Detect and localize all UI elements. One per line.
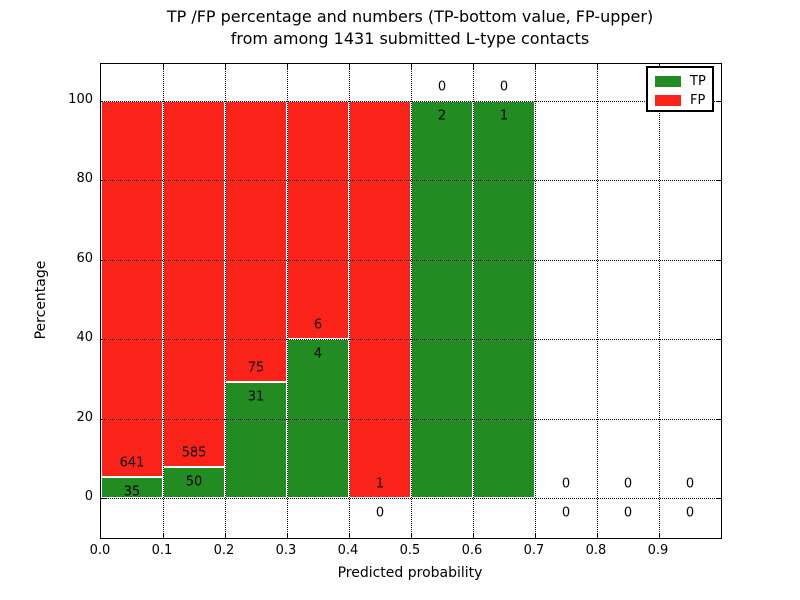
x-tick-label: 0.3 — [275, 543, 297, 558]
y-tick-label: 100 — [68, 92, 93, 107]
v-gridline — [535, 64, 536, 538]
x-axis-label: Predicted probability — [337, 565, 483, 581]
fp-count-label: 6 — [313, 317, 323, 333]
v-gridline — [597, 64, 598, 538]
chart-title-line2: from among 1431 submitted L-type contact… — [230, 29, 590, 48]
y-tick-label: 20 — [76, 409, 93, 425]
v-gridline — [473, 64, 474, 538]
v-gridline — [411, 64, 412, 538]
v-gridline — [225, 64, 226, 538]
fp-count-label: 0 — [623, 476, 633, 492]
tp-count-label: 1 — [499, 108, 509, 124]
v-gridline — [163, 64, 164, 538]
chart-title-line1: TP /FP percentage and numbers (TP-bottom… — [166, 7, 654, 26]
fp-count-label: 0 — [685, 476, 695, 492]
tp-count-label: 0 — [623, 505, 633, 521]
tp-count-label: 0 — [561, 505, 571, 521]
x-tick-label: 0.2 — [213, 543, 235, 558]
fp-count-label: 75 — [247, 360, 265, 376]
y-tick-label: 80 — [76, 171, 93, 187]
bar-tp-segment — [473, 101, 535, 498]
x-tick-label: 0.9 — [647, 543, 669, 558]
x-tick-label: 0.0 — [89, 543, 111, 558]
v-gridline — [659, 64, 660, 538]
x-tick-label: 0.6 — [461, 543, 483, 558]
fp-count-label: 0 — [499, 79, 509, 95]
plot-area: 641 35 585 50 75 31 6 4 1 0 0 2 0 1 0 0 0 0 0 0 — [100, 63, 722, 539]
bar-tp-segment — [411, 101, 473, 498]
fp-count-label: 0 — [561, 476, 571, 492]
x-tick-label: 0.4 — [337, 543, 359, 558]
legend: TP FP — [646, 66, 714, 112]
legend-row-tp: TP — [655, 72, 712, 91]
legend-label: FP — [690, 93, 706, 108]
tp-count-label: 35 — [123, 484, 141, 500]
x-tick-label: 0.5 — [399, 543, 421, 558]
legend-label: TP — [690, 74, 706, 89]
x-tick-label: 0.1 — [151, 543, 173, 558]
tp-count-label: 4 — [313, 346, 323, 362]
y-tick-label: 60 — [76, 250, 93, 266]
tp-count-label: 2 — [437, 108, 447, 124]
legend-row-fp: FP — [655, 91, 712, 110]
y-axis-label: Percentage — [33, 260, 49, 340]
v-gridline — [287, 64, 288, 538]
bar-tp-segment — [163, 466, 225, 498]
v-gridline — [349, 64, 350, 538]
tp-count-label: 31 — [247, 389, 265, 405]
bar-fp-segment — [163, 101, 225, 467]
fp-count-label: 0 — [437, 79, 447, 95]
bar-tp-segment — [101, 477, 163, 498]
bar-fp-segment — [349, 101, 411, 498]
legend-swatch-fp — [655, 95, 681, 106]
tp-count-label: 50 — [185, 474, 203, 490]
bar-tp-segment — [225, 381, 287, 498]
x-tick-label: 0.7 — [523, 543, 545, 558]
y-tick-label: 0 — [84, 489, 93, 504]
tp-count-label: 0 — [685, 505, 695, 521]
x-tick-label: 0.8 — [585, 543, 607, 558]
legend-swatch-tp — [655, 76, 681, 87]
chart-title: TP /FP percentage and numbers (TP-bottom… — [100, 6, 720, 50]
bar-fp-segment — [101, 101, 163, 478]
tp-count-label: 0 — [375, 505, 385, 521]
fp-count-label: 641 — [119, 455, 145, 471]
bar-fp-segment — [287, 101, 349, 340]
y-tick-label: 40 — [76, 330, 93, 346]
fp-count-label: 585 — [181, 445, 207, 461]
fp-count-label: 1 — [375, 476, 385, 492]
